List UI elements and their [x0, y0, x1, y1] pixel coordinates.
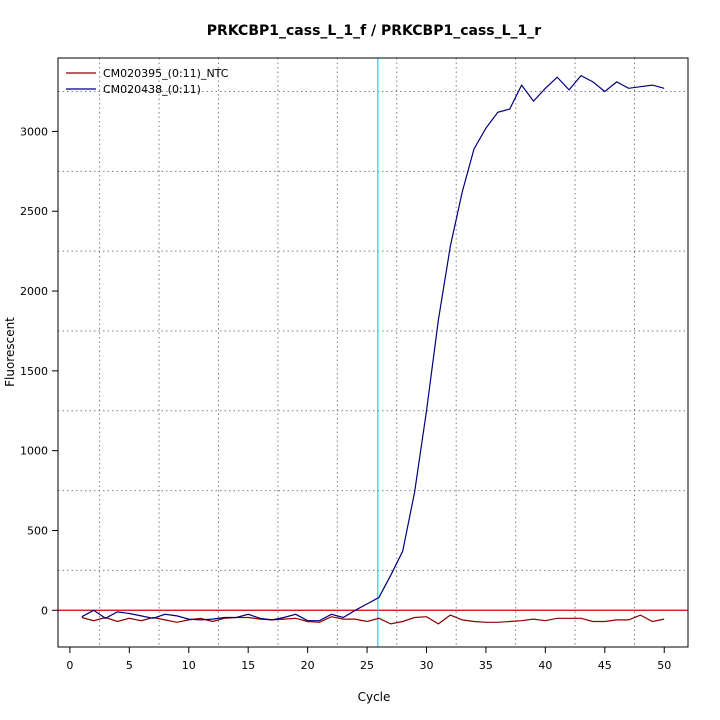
x-tick-label: 25 [360, 659, 374, 672]
x-tick-label: 50 [657, 659, 671, 672]
x-axis-label: Cycle [358, 690, 391, 704]
x-tick-label: 0 [66, 659, 73, 672]
x-tick-label: 30 [419, 659, 433, 672]
y-axis-label: Fluorescent [3, 317, 17, 387]
y-tick-label: 1500 [20, 365, 48, 378]
y-tick-label: 1000 [20, 445, 48, 458]
y-axis: 0 500 1000 1500 2000 2500 3000 [20, 125, 58, 617]
y-tick-label: 500 [27, 524, 48, 537]
x-tick-label: 5 [126, 659, 133, 672]
y-tick-label: 3000 [20, 125, 48, 138]
x-tick-label: 10 [182, 659, 196, 672]
plot-frame [57, 57, 689, 648]
chart-title: PRKCBP1_cass_L_1_f / PRKCBP1_cass_L_1_r [207, 23, 542, 39]
x-axis: 0 5 10 15 20 25 30 35 40 45 50 [66, 647, 671, 672]
series-line-1 [81, 614, 665, 625]
legend: CM020395_(0:11)_NTC CM020438_(0:11) [66, 67, 229, 96]
x-tick-label: 15 [241, 659, 255, 672]
y-tick-label: 2000 [20, 285, 48, 298]
reference-lines [58, 58, 688, 647]
grid [58, 58, 688, 647]
y-tick-label: 0 [41, 604, 48, 617]
x-tick-label: 20 [301, 659, 315, 672]
legend-entry-1: CM020395_(0:11)_NTC [103, 67, 229, 80]
y-tick-label: 2500 [20, 205, 48, 218]
series-line-2 [81, 74, 665, 622]
x-tick-label: 35 [479, 659, 493, 672]
x-tick-label: 45 [598, 659, 612, 672]
series-lines [81, 74, 665, 625]
x-tick-label: 40 [538, 659, 552, 672]
legend-entry-2: CM020438_(0:11) [103, 83, 201, 96]
